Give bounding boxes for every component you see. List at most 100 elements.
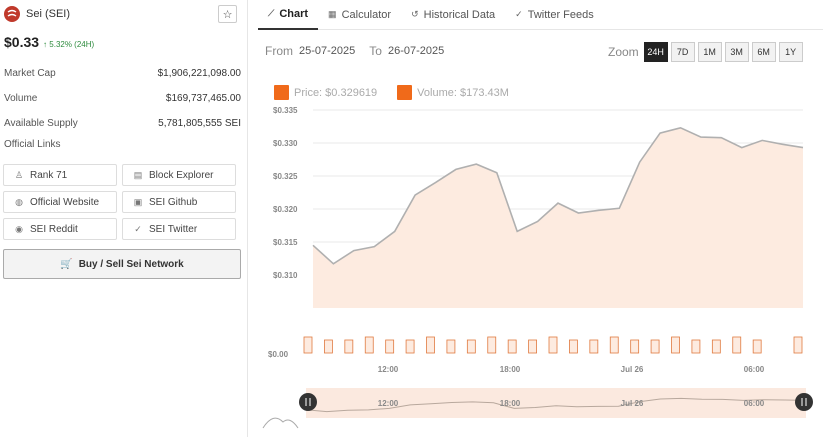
buy-sell-button[interactable]: 🛒 Buy / Sell Sei Network [3,249,241,279]
favorite-star-button[interactable]: ☆ [218,5,237,23]
line-chart-icon: ⟋ [268,8,275,18]
volume-bar [385,339,395,354]
volume-swatch [397,85,413,100]
reddit-button[interactable]: ◉ SEI Reddit [3,218,117,240]
buy-sell-label: Buy / Sell Sei Network [78,258,184,270]
navigator-line [305,397,807,413]
volume-bar [426,336,435,354]
volume-bar [569,339,578,354]
volume-tick-label: $0.00 [268,350,289,359]
volume-bar [405,339,415,354]
rank-icon: ♙ [14,169,24,180]
x-tick-label: 12:00 [378,365,399,374]
stat-label: Market Cap [4,68,56,79]
navigator-tick-label: 12:00 [378,399,399,408]
zoom-1m-button[interactable]: 1M [697,42,722,62]
y-tick-label: $0.325 [273,172,298,181]
coin-header: Sei (SEI) [4,6,70,22]
price-area [312,126,804,308]
zoom-controls: Zoom 24H 7D 1M 3M 6M 1Y [608,42,803,62]
y-tick-label: $0.310 [273,271,298,280]
legend-price[interactable]: Price: $0.329619 [274,85,377,100]
from-label: From [265,44,293,58]
x-tick-label: Jul 26 [621,365,644,374]
volume-bar [466,339,476,354]
zoom-3m-button[interactable]: 3M [724,42,749,62]
volume-bar [344,339,354,354]
volume-bar [548,336,558,354]
chart-legend: Price: $0.329619 Volume: $173.43M [274,85,523,100]
volume-bar [691,339,701,354]
tab-label: Chart [279,7,309,20]
link-label: Rank 71 [30,169,68,181]
zoom-label: Zoom [608,45,639,59]
tab-calculator[interactable]: ▦ Calculator [318,0,401,30]
twitter-icon: ✓ [134,223,142,234]
price-row: $0.33 ↑ 5.32% (24H) [4,34,94,50]
tab-label: Historical Data [423,8,496,21]
tab-twitter-feeds[interactable]: ✓ Twitter Feeds [505,0,604,30]
volume-bar [650,339,660,354]
legend-volume[interactable]: Volume: $173.43M [397,85,509,100]
tab-historical-data[interactable]: ↺ Historical Data [401,0,505,30]
link-label: SEI Github [149,196,198,208]
y-tick-label: $0.315 [273,238,298,247]
zoom-1y-button[interactable]: 1Y [778,42,803,62]
volume-bar [752,339,762,354]
stat-value: $169,737,465.00 [165,93,241,104]
coin-info-panel: Sei (SEI) ☆ $0.33 ↑ 5.32% (24H) Market C… [0,0,248,437]
coin-name: Sei (SEI) [26,8,71,20]
y-tick-label: $0.330 [273,139,298,148]
legend-volume-label: Volume: $173.43M [417,86,509,99]
volume-bars [303,336,803,354]
coin-price: $0.33 [4,34,40,50]
legend-price-label: Price: $0.329619 [294,86,378,99]
tab-chart[interactable]: ⟋ Chart [258,0,319,30]
block-explorer-button[interactable]: ▤ Block Explorer [122,164,236,186]
volume-bar [507,339,517,354]
volume-bar [589,339,599,354]
link-label: Official Website [30,196,100,208]
tab-label: Twitter Feeds [527,8,594,21]
stat-label: Volume [4,93,38,104]
navigator-mini-line [262,417,299,429]
github-icon: ▣ [133,196,143,207]
tab-label: Calculator [341,8,392,21]
stat-label: Available Supply [4,118,78,129]
to-label: To [369,44,382,58]
navigator-left-handle[interactable] [299,393,317,411]
volume-bar [364,336,374,354]
zoom-24h-button[interactable]: 24H [643,42,668,62]
x-tick-label: 18:00 [500,365,521,374]
rank-button[interactable]: ♙ Rank 71 [3,164,117,186]
to-date[interactable]: 26-07-2025 [387,45,445,57]
zoom-7d-button[interactable]: 7D [670,42,695,62]
globe-icon: ◍ [15,196,23,207]
link-label: SEI Twitter [149,223,198,235]
link-label: Block Explorer [149,169,214,181]
volume-bar [630,339,640,354]
twitter-button[interactable]: ✓ SEI Twitter [122,218,236,240]
github-button[interactable]: ▣ SEI Github [122,191,236,213]
price-change: ↑ 5.32% (24H) [43,40,95,49]
twitter-icon: ✓ [515,9,523,19]
sei-logo-icon [4,6,20,22]
volume-bar [303,336,313,354]
volume-bar [711,339,721,354]
price-chart[interactable]: $0.335 $0.330 $0.325 $0.320 $0.315 $0.310 $0.0… [258,100,823,437]
zoom-6m-button[interactable]: 6M [751,42,776,62]
history-icon: ↺ [411,9,419,19]
volume-bar [609,336,619,354]
document-icon: ▤ [133,169,143,180]
navigator-tick-label: 06:00 [744,399,765,408]
from-date[interactable]: 25-07-2025 [299,45,356,57]
link-label: SEI Reddit [30,223,78,235]
calculator-icon: ▦ [328,9,337,19]
official-website-button[interactable]: ◍ Official Website [3,191,117,213]
official-links-title: Official Links [4,139,61,150]
volume-bar [793,336,803,354]
navigator-tick-label: Jul 26 [621,399,644,408]
cart-icon: 🛒 [60,258,73,270]
navigator-right-handle[interactable] [795,393,813,411]
stat-value: 5,781,805,555 SEI [158,118,241,129]
